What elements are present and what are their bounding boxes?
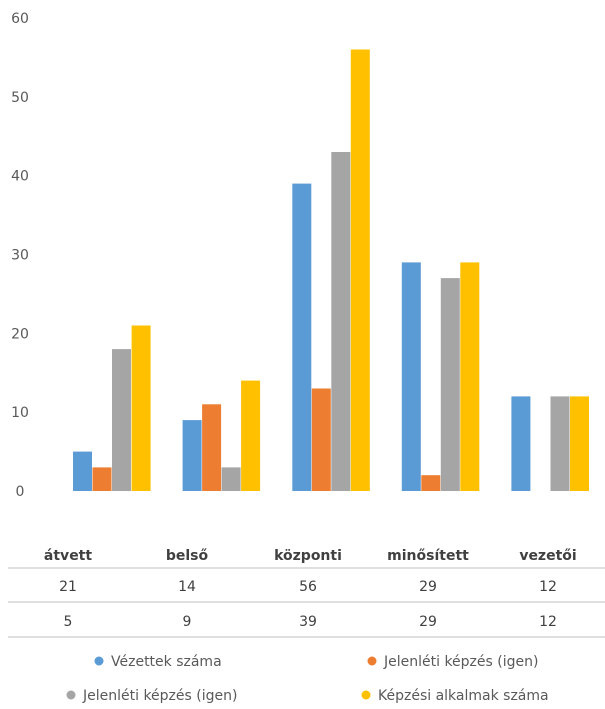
- y-tick-label: 50: [11, 90, 29, 106]
- bar: [421, 475, 441, 491]
- bar: [112, 349, 131, 491]
- table-cell: 5: [64, 614, 73, 630]
- table-cell: 39: [299, 614, 317, 630]
- bar: [202, 404, 222, 491]
- bar: [331, 152, 351, 491]
- bar: [440, 278, 460, 491]
- legend-label: Képzési alkalmak száma: [378, 688, 549, 704]
- y-tick-label: 40: [11, 169, 29, 185]
- y-tick-label: 60: [11, 11, 29, 27]
- bar: [92, 467, 112, 491]
- y-tick-label: 0: [16, 484, 25, 500]
- bar: [292, 183, 312, 491]
- legend-label: Jelenléti képzés (igen): [82, 688, 237, 704]
- table-cell: 12: [539, 614, 557, 630]
- bar: [241, 380, 261, 491]
- table-cell: 9: [183, 614, 192, 630]
- legend-marker: [94, 656, 104, 666]
- category-label: minősített: [387, 548, 469, 564]
- category-label: vezetői: [519, 548, 576, 564]
- bar: [550, 396, 570, 491]
- table-cell: 29: [419, 579, 437, 595]
- y-tick-label: 20: [11, 326, 29, 342]
- legend-label: Vézettek száma: [111, 654, 222, 670]
- category-label: belső: [166, 548, 209, 564]
- table-cell: 29: [419, 614, 437, 630]
- bar: [182, 420, 202, 491]
- bar: [73, 451, 92, 491]
- category-label: átvett: [44, 548, 92, 564]
- legend-label: Jelenléti képzés (igen): [383, 654, 538, 670]
- bar: [311, 388, 331, 491]
- table-cell: 14: [178, 579, 196, 595]
- table-cell: 56: [299, 579, 317, 595]
- table-cell: 12: [539, 579, 557, 595]
- bar: [511, 396, 531, 491]
- table-cell: 21: [59, 579, 77, 595]
- bar: [350, 49, 370, 491]
- bar: [221, 467, 241, 491]
- legend-marker: [361, 690, 371, 700]
- legend-marker: [367, 656, 377, 666]
- bar: [131, 325, 151, 491]
- category-label: központi: [274, 548, 342, 564]
- bar: [460, 262, 480, 491]
- legend-marker: [66, 690, 76, 700]
- bar: [570, 396, 589, 491]
- bar: [401, 262, 421, 491]
- y-tick-label: 10: [11, 405, 29, 421]
- y-tick-label: 30: [11, 248, 29, 264]
